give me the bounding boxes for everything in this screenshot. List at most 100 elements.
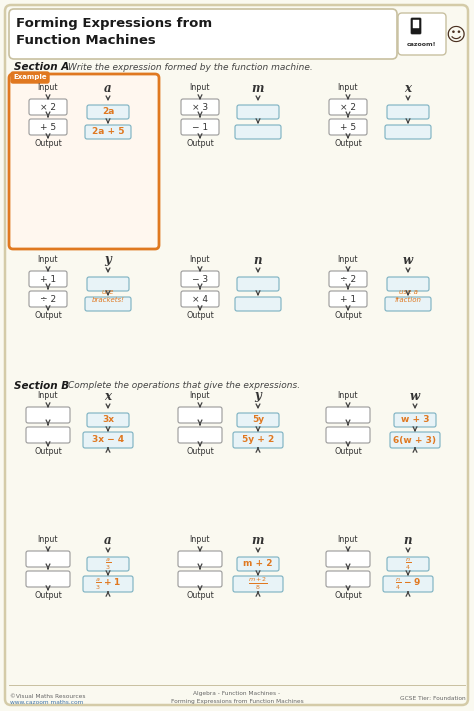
FancyBboxPatch shape [26,571,70,587]
Text: + 1: + 1 [40,274,56,284]
FancyBboxPatch shape [83,576,133,592]
FancyBboxPatch shape [11,72,49,83]
Text: Output: Output [334,139,362,149]
FancyBboxPatch shape [329,119,367,135]
FancyBboxPatch shape [87,277,129,291]
Text: 5y: 5y [252,415,264,424]
Text: Output: Output [34,311,62,321]
Text: Input: Input [38,255,58,264]
Text: Input: Input [338,255,358,264]
FancyBboxPatch shape [87,105,129,119]
FancyBboxPatch shape [85,125,131,139]
Text: a: a [104,533,112,547]
FancyBboxPatch shape [9,74,159,249]
Text: Function Machines: Function Machines [16,33,156,46]
FancyBboxPatch shape [411,18,421,34]
Text: ☺: ☺ [446,26,466,45]
Text: Output: Output [186,447,214,456]
FancyBboxPatch shape [413,20,419,28]
Text: m: m [252,533,264,547]
Text: $\frac{m+2}{8}$: $\frac{m+2}{8}$ [248,576,268,592]
FancyBboxPatch shape [329,99,367,115]
Text: $\frac{a}{3}$ + 1: $\frac{a}{3}$ + 1 [95,577,121,592]
Text: Output: Output [34,447,62,456]
Text: Write the expression formed by the function machine.: Write the expression formed by the funct… [68,63,313,72]
FancyBboxPatch shape [390,432,440,448]
Text: $\frac{n}{4}$ − 9: $\frac{n}{4}$ − 9 [395,577,421,592]
Text: ÷ 2: ÷ 2 [340,274,356,284]
Text: × 4: × 4 [192,294,208,304]
FancyBboxPatch shape [385,297,431,311]
Text: y: y [255,390,262,402]
Text: GCSE Tier: Foundation: GCSE Tier: Foundation [401,695,466,700]
FancyBboxPatch shape [326,427,370,443]
FancyBboxPatch shape [237,413,279,427]
Text: Input: Input [38,83,58,92]
Text: n: n [404,533,412,547]
FancyBboxPatch shape [29,291,67,307]
FancyBboxPatch shape [178,407,222,423]
Text: Output: Output [186,139,214,149]
Text: Output: Output [334,592,362,601]
Text: y: y [105,254,111,267]
FancyBboxPatch shape [26,551,70,567]
Text: + 5: + 5 [40,122,56,132]
FancyBboxPatch shape [237,557,279,571]
Text: × 3: × 3 [192,102,208,112]
FancyBboxPatch shape [235,297,281,311]
Text: Output: Output [186,592,214,601]
Text: 3x − 4: 3x − 4 [92,436,124,444]
Text: use a
fraction: use a fraction [394,289,421,302]
Text: Complete the operations that give the expressions.: Complete the operations that give the ex… [68,382,300,390]
Text: x: x [404,82,411,95]
FancyBboxPatch shape [181,291,219,307]
FancyBboxPatch shape [5,5,468,705]
Text: Section A: Section A [14,62,69,72]
Text: × 2: × 2 [40,102,56,112]
Text: Input: Input [190,535,210,545]
Text: + 5: + 5 [340,122,356,132]
Text: x: x [104,390,111,402]
FancyBboxPatch shape [178,571,222,587]
FancyBboxPatch shape [178,551,222,567]
FancyBboxPatch shape [387,557,429,571]
Text: n: n [254,254,262,267]
FancyBboxPatch shape [237,277,279,291]
FancyBboxPatch shape [394,413,436,427]
FancyBboxPatch shape [87,557,129,571]
Text: − 1: − 1 [192,122,208,132]
Text: 3x: 3x [102,415,114,424]
Text: Input: Input [338,392,358,400]
Text: + 1: + 1 [340,294,356,304]
FancyBboxPatch shape [85,297,131,311]
Text: Forming Expressions from: Forming Expressions from [16,18,212,31]
FancyBboxPatch shape [387,277,429,291]
Text: m: m [252,82,264,95]
Text: Section B: Section B [14,381,69,391]
Text: Output: Output [334,311,362,321]
Text: Forming Expressions from Function Machines: Forming Expressions from Function Machin… [171,700,303,705]
FancyBboxPatch shape [383,576,433,592]
Text: $\frac{a}{3}$: $\frac{a}{3}$ [105,557,111,572]
Text: Algebra - Function Machines -: Algebra - Function Machines - [193,692,281,697]
FancyBboxPatch shape [329,291,367,307]
FancyBboxPatch shape [233,432,283,448]
Text: m + 2: m + 2 [243,560,273,569]
Text: Output: Output [334,447,362,456]
Text: w: w [410,390,420,402]
FancyBboxPatch shape [387,105,429,119]
FancyBboxPatch shape [233,576,283,592]
FancyBboxPatch shape [29,119,67,135]
Text: use
brackets!: use brackets! [91,289,125,302]
Text: cazoom!: cazoom! [407,41,437,46]
Text: Input: Input [338,535,358,545]
Text: × 2: × 2 [340,102,356,112]
Text: www.cazoom maths.com: www.cazoom maths.com [10,700,83,705]
Text: w + 3: w + 3 [401,415,429,424]
Text: ÷ 2: ÷ 2 [40,294,56,304]
Text: Example: Example [13,75,47,80]
FancyBboxPatch shape [181,99,219,115]
FancyBboxPatch shape [326,551,370,567]
Text: a: a [104,82,112,95]
Text: Input: Input [190,255,210,264]
